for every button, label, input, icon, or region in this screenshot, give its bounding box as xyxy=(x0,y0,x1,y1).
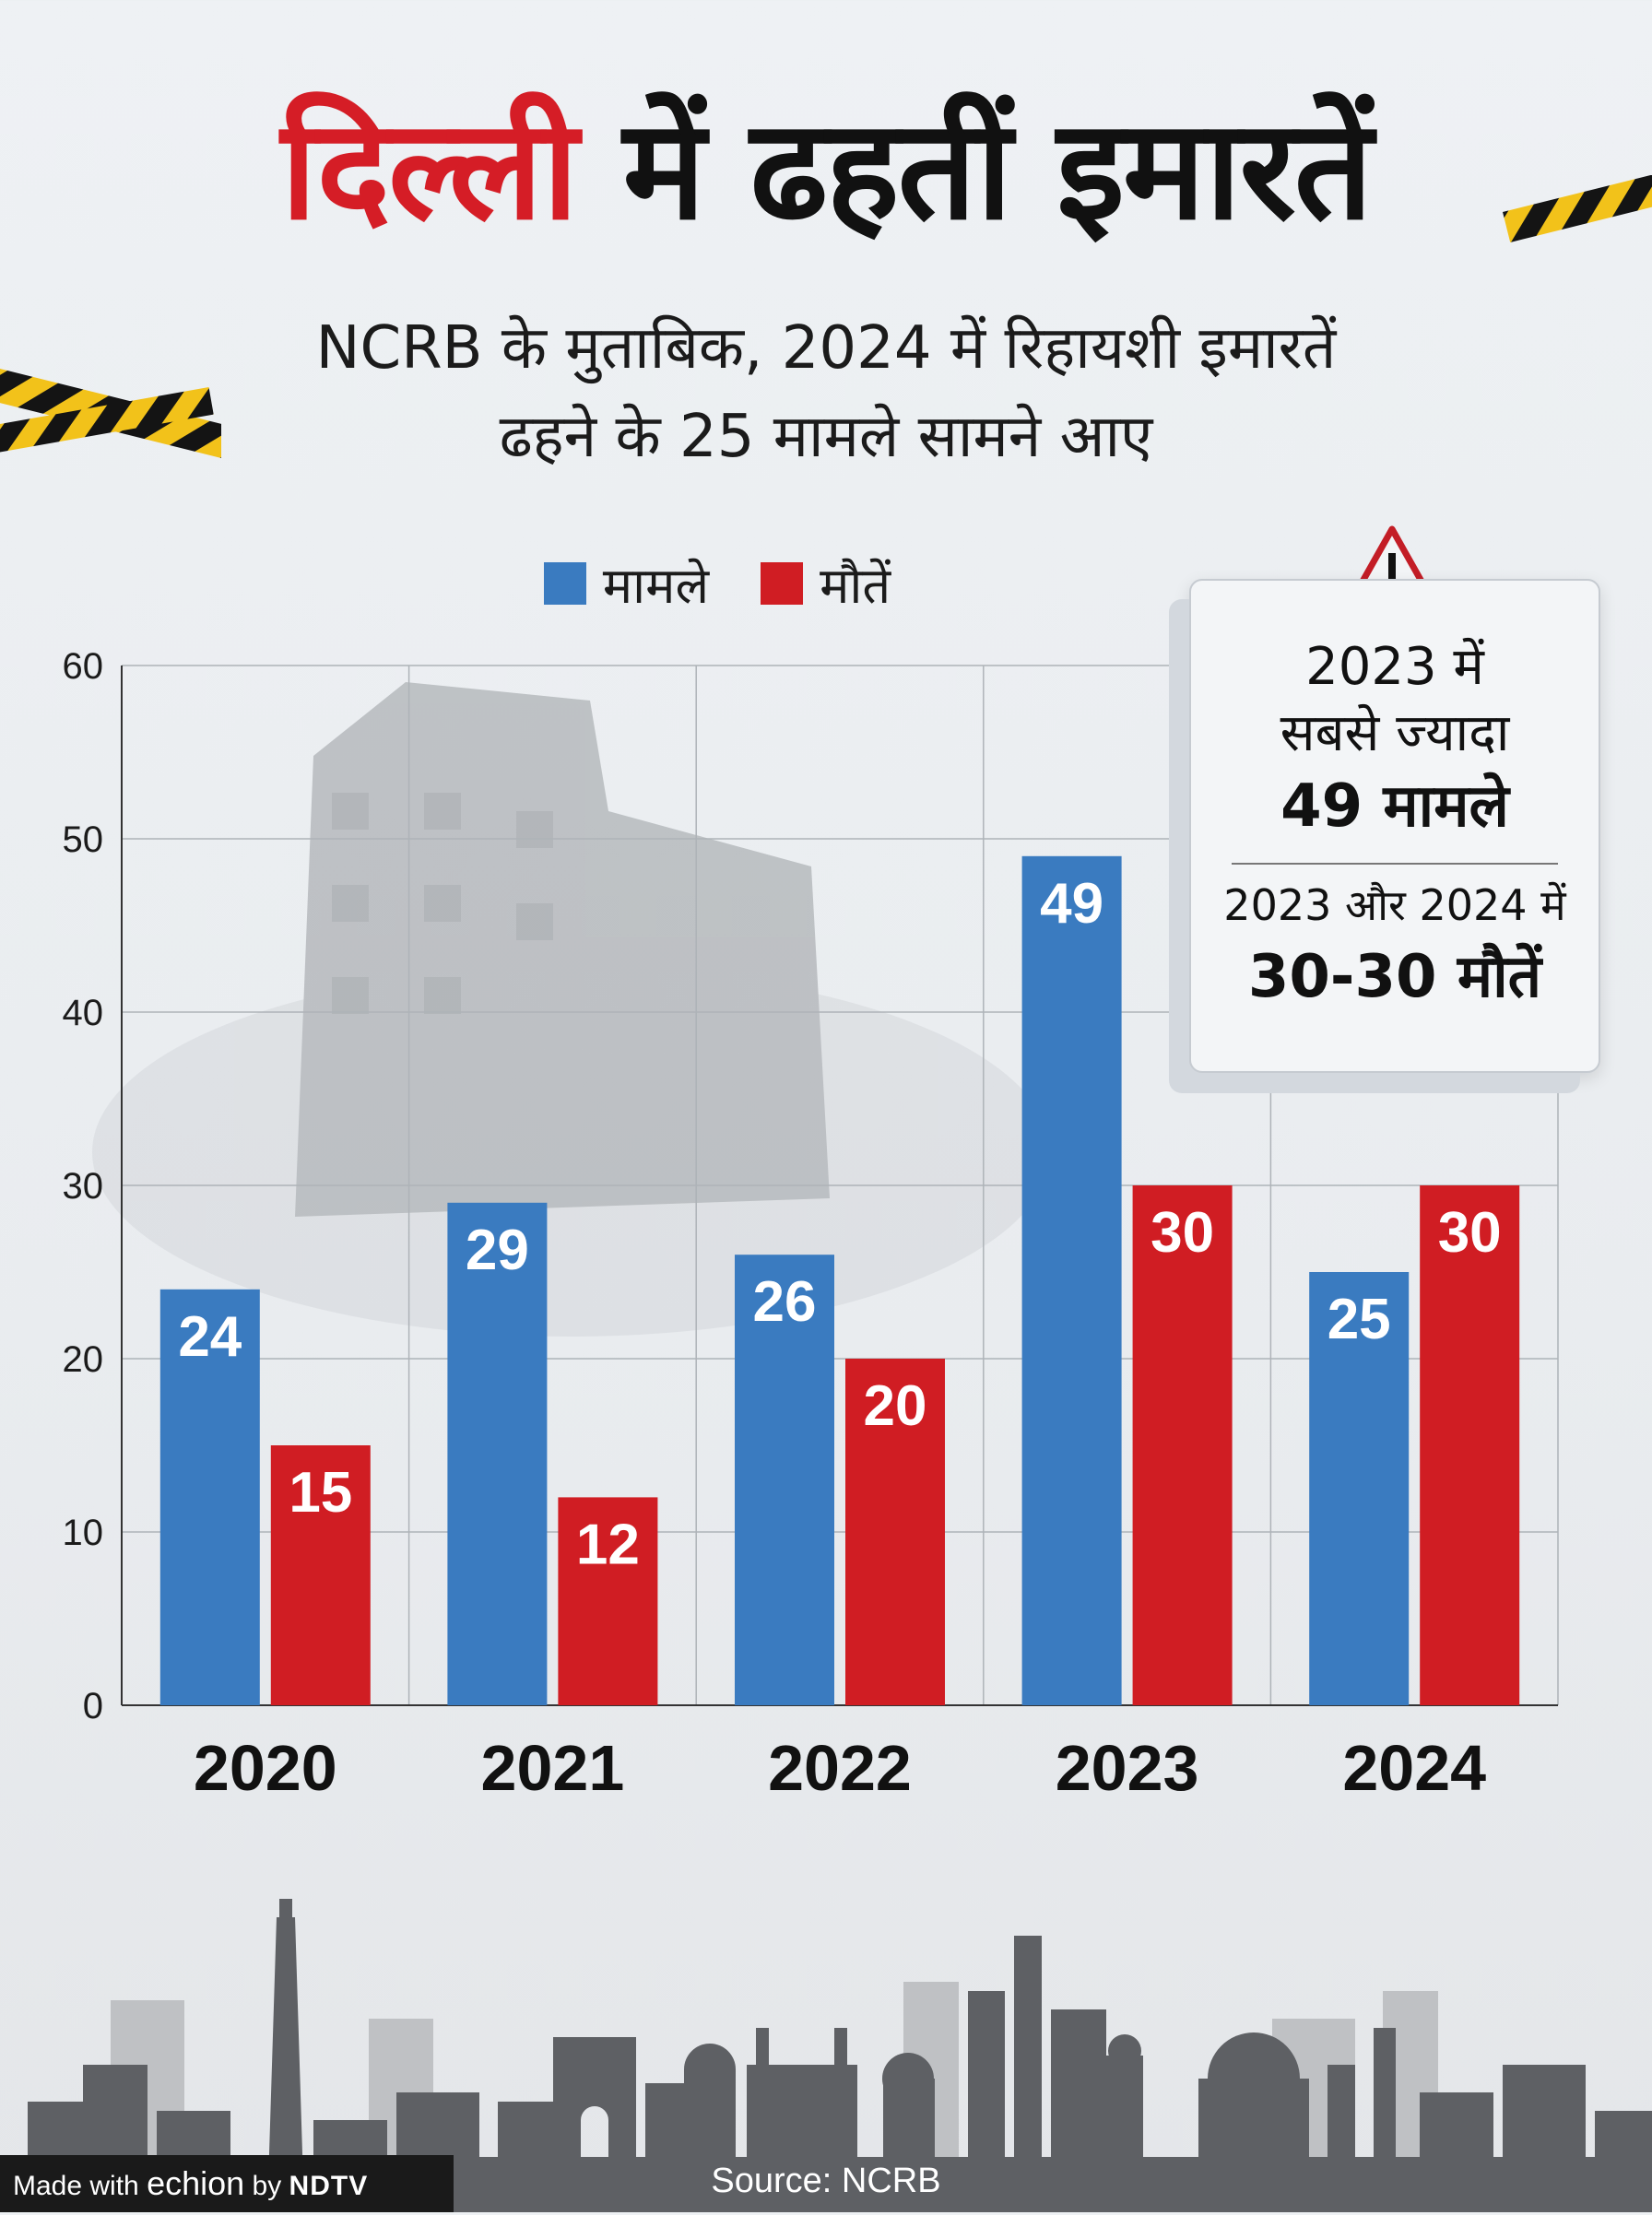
bar-value-label: 29 xyxy=(466,1219,529,1282)
bar-cases xyxy=(1309,1272,1410,1705)
building-illustration xyxy=(92,682,1051,1337)
by-label: by xyxy=(252,2171,282,2201)
made-with-badge: Made with echion by NDTV xyxy=(0,2155,454,2212)
bar-cases xyxy=(1021,855,1122,1705)
callout-line-3: 49 मामले xyxy=(1280,772,1509,841)
y-tick-label: 10 xyxy=(63,1513,104,1553)
chart-legend: मामले मौतें xyxy=(0,549,1543,618)
callout-line-4: 2023 और 2024 में xyxy=(1223,880,1566,930)
bars: 24 15 29 12 26 20 49 30 25 30 xyxy=(159,855,1520,1705)
legend-label-deaths: मौतें xyxy=(820,557,891,615)
subtitle-line-1: NCRB के मुताबिक, 2024 में रिहायशी इमारते… xyxy=(315,314,1337,383)
bar-value-label: 30 xyxy=(1150,1201,1214,1265)
bar-deaths xyxy=(270,1445,371,1705)
ndtv-logo: NDTV xyxy=(289,2171,369,2201)
bar-cases xyxy=(159,1289,260,1705)
x-tick-label: 2024 xyxy=(1342,1732,1486,1804)
y-tick-label: 40 xyxy=(63,993,104,1033)
bar-value-label: 49 xyxy=(1040,872,1103,936)
x-tick-label: 2020 xyxy=(194,1732,337,1804)
x-tick-label: 2021 xyxy=(481,1732,625,1804)
bar-deaths xyxy=(558,1497,658,1705)
source-note: Source: NCRB xyxy=(711,2162,941,2200)
bar-value-label: 12 xyxy=(576,1513,640,1576)
bar-cases xyxy=(735,1255,834,1705)
legend-swatch-cases xyxy=(543,562,586,605)
y-tick-label: 60 xyxy=(63,646,104,687)
y-axis: 0 10 20 30 40 50 60 xyxy=(63,646,104,1726)
callout-divider xyxy=(1232,863,1558,865)
legend-item-cases: मामले xyxy=(543,549,710,618)
bar-value-label: 24 xyxy=(178,1305,242,1369)
caution-tape-left xyxy=(0,361,221,462)
bar-value-label: 25 xyxy=(1328,1288,1391,1351)
title-rest: में ढहतीं इमारतें xyxy=(576,90,1374,251)
legend-label-cases: मामले xyxy=(602,557,710,615)
x-axis: 2020 2021 2022 2023 2024 xyxy=(194,1732,1486,1804)
bar-value-label: 26 xyxy=(753,1270,817,1334)
highlight-callout: 2023 में सबसे ज्यादा 49 मामले 2023 और 20… xyxy=(1189,579,1600,1073)
x-tick-label: 2023 xyxy=(1056,1732,1199,1804)
legend-item-deaths: मौतें xyxy=(761,549,891,618)
callout-line-1: 2023 में xyxy=(1305,637,1484,697)
legend-swatch-deaths xyxy=(761,562,804,605)
x-tick-label: 2022 xyxy=(768,1732,912,1804)
echion-logo: echion xyxy=(147,2164,245,2202)
bar-deaths xyxy=(845,1359,945,1705)
y-tick-label: 50 xyxy=(63,819,104,860)
bar-cases xyxy=(447,1202,548,1705)
made-with-label: Made with xyxy=(13,2171,139,2201)
page-title: दिल्ली में ढहतीं इमारतें xyxy=(0,88,1652,253)
bar-value-label: 20 xyxy=(864,1374,927,1438)
caution-tape-right xyxy=(1503,175,1652,242)
title-highlight: दिल्ली xyxy=(280,90,579,251)
bar-value-label: 30 xyxy=(1438,1201,1502,1265)
bar-value-label: 15 xyxy=(289,1461,352,1525)
subtitle-line-2: ढहने के 25 मामले सामने आए xyxy=(499,403,1153,471)
callout-line-2: सबसे ज्यादा xyxy=(1280,703,1510,763)
y-tick-label: 0 xyxy=(83,1686,103,1726)
bar-deaths xyxy=(1132,1185,1233,1705)
subtitle: NCRB के मुताबिक, 2024 में रिहायशी इमारते… xyxy=(138,304,1514,481)
y-tick-label: 20 xyxy=(63,1339,104,1380)
y-tick-label: 30 xyxy=(63,1166,104,1207)
callout-line-5: 30-30 मौतें xyxy=(1247,943,1542,1011)
bar-deaths xyxy=(1420,1185,1520,1705)
